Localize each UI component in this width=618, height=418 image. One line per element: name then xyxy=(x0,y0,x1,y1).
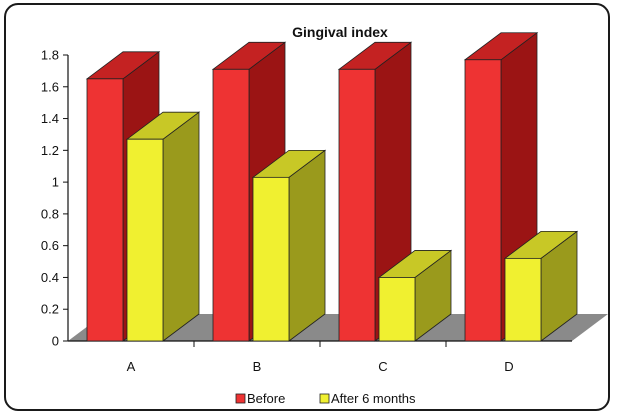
y-tick-label: 1 xyxy=(52,175,59,190)
after-bar-front xyxy=(252,176,290,342)
chart-title: Gingival index xyxy=(292,24,388,40)
after-bar-a xyxy=(125,111,201,342)
y-tick-label: 1.2 xyxy=(41,143,59,158)
before-bar-d xyxy=(463,31,539,342)
y-tick-label: 0.8 xyxy=(41,206,59,221)
after-bar-front xyxy=(504,257,542,342)
x-category-label: D xyxy=(504,359,513,374)
before-bar-front xyxy=(338,68,376,342)
legend-swatch xyxy=(319,393,330,404)
y-tick-label: 0 xyxy=(52,334,59,349)
after-bar-side xyxy=(162,111,200,342)
after-bar-c xyxy=(377,249,453,342)
legend-swatch xyxy=(235,393,246,404)
x-category-label: A xyxy=(127,359,136,374)
y-tick-label: 0.2 xyxy=(41,302,59,317)
before-bar-front xyxy=(86,78,124,342)
y-tick-label: 1.6 xyxy=(41,79,59,94)
after-bar-side xyxy=(288,149,326,342)
before-bar-front xyxy=(464,59,502,342)
legend-label: After 6 months xyxy=(331,391,416,406)
y-tick-label: 0.4 xyxy=(41,270,59,285)
after-bar-b xyxy=(251,149,327,342)
after-bar-d xyxy=(503,230,579,342)
y-tick-label: 1.4 xyxy=(41,111,59,126)
x-category-label: C xyxy=(378,359,387,374)
after-bar-front xyxy=(378,277,416,342)
after-bar-front xyxy=(126,138,164,342)
x-category-label: B xyxy=(253,359,262,374)
y-tick-label: 0.6 xyxy=(41,238,59,253)
legend-label: Before xyxy=(247,391,285,406)
y-tick-label: 1.8 xyxy=(41,48,59,63)
before-bar-front xyxy=(212,68,250,342)
